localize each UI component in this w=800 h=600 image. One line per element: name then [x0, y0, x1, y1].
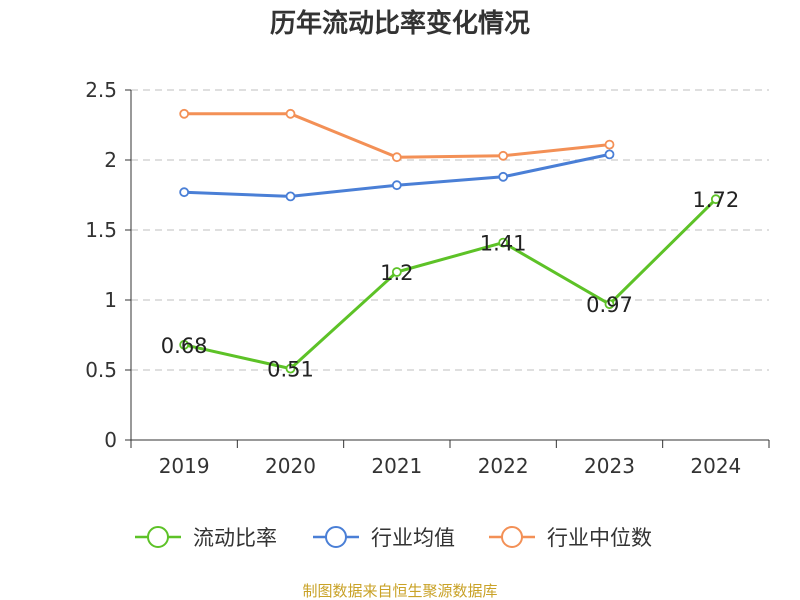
data-label-2019: 0.68 — [161, 334, 208, 358]
data-label-2022: 1.41 — [480, 232, 527, 256]
point-0-2023 — [604, 299, 615, 310]
point-0-2020 — [285, 363, 296, 374]
point-0-2022 — [498, 237, 509, 248]
data-label-2023: 0.97 — [586, 293, 633, 317]
point-1-2023 — [604, 149, 615, 160]
legend: 流动比率 行业均值 行业中位数 — [135, 526, 652, 550]
legend-label-2: 行业中位数 — [547, 526, 652, 550]
legend-label-0: 流动比率 — [193, 526, 277, 550]
source-note: 制图数据来自恒生聚源数据库 — [302, 582, 497, 600]
x-tick-label-2020: 2020 — [265, 454, 316, 478]
data-label-2024: 1.72 — [692, 188, 739, 212]
point-1-2020 — [285, 191, 296, 202]
x-tick-label-2022: 2022 — [478, 454, 529, 478]
legend-label-1: 行业均值 — [371, 526, 455, 550]
grid-lines — [131, 89, 769, 371]
point-1-2022 — [498, 171, 509, 182]
point-2-2021 — [391, 152, 402, 163]
point-2-2023 — [604, 139, 615, 150]
point-2-2020 — [285, 108, 296, 119]
legend-marker-1 — [325, 526, 347, 548]
series-layer — [179, 108, 721, 374]
y-tick-label-0: 0 — [104, 428, 117, 452]
point-2-2019 — [179, 108, 190, 119]
y-tick-label-1: 0.5 — [85, 358, 117, 382]
point-1-2019 — [179, 187, 190, 198]
point-1-2021 — [391, 180, 402, 191]
x-tick-label-2021: 2021 — [371, 454, 422, 478]
point-0-2021 — [391, 267, 402, 277]
x-tick-label-2024: 2024 — [690, 454, 741, 478]
point-0-2019 — [179, 339, 190, 350]
series-line-0 — [183, 198, 717, 371]
y-tick-label-4: 2 — [104, 148, 117, 172]
y-tick-label-5: 2.5 — [85, 78, 117, 102]
data-labels: 0.68 0.51 1.2 1.41 0.97 1.72 — [161, 188, 739, 381]
y-tick-label-2: 1 — [104, 288, 117, 312]
y-tick-label-3: 1.5 — [85, 218, 117, 242]
x-tick-label-2023: 2023 — [584, 454, 635, 478]
point-2-2022 — [498, 150, 509, 161]
series-line-2 — [184, 112, 610, 159]
legend-marker-2 — [501, 526, 523, 548]
data-label-2020: 0.51 — [267, 358, 314, 382]
x-tick-label-2019: 2019 — [159, 454, 210, 478]
point-0-2024 — [710, 194, 721, 205]
chart-title: 历年流动比率变化情况 — [270, 8, 530, 39]
data-label-2021: 1.2 — [380, 261, 413, 285]
legend-marker-0 — [147, 526, 169, 548]
